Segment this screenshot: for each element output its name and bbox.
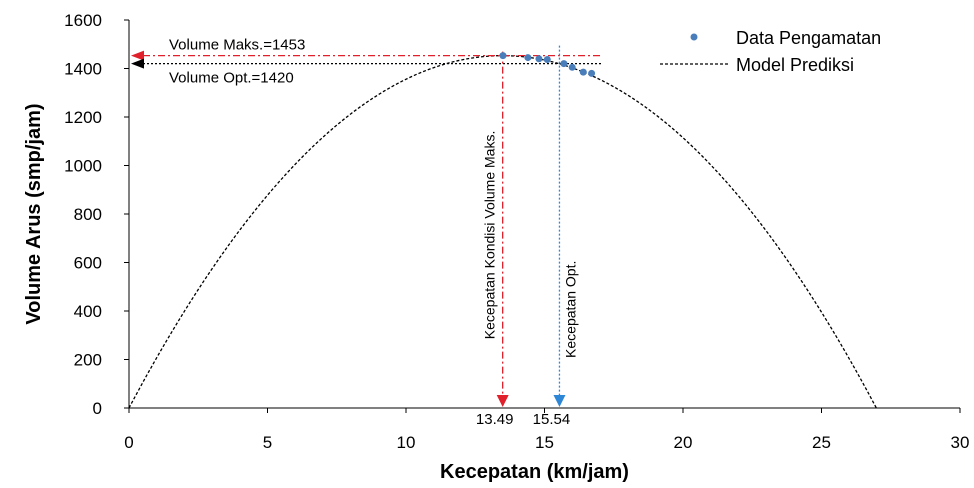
x-tick-label: 15 xyxy=(535,433,554,452)
data-point xyxy=(588,69,596,77)
data-point xyxy=(568,63,576,71)
data-point xyxy=(499,52,507,60)
speed-max-tick-label: 13.49 xyxy=(476,411,514,428)
y-tick-label: 1600 xyxy=(64,11,102,30)
data-points xyxy=(499,52,596,77)
data-point xyxy=(560,60,568,68)
volume-opt-label: Volume Opt.=1420 xyxy=(169,70,294,87)
y-axis-title: Volume Arus (smp/jam) xyxy=(23,103,45,324)
y-tick-label: 200 xyxy=(74,351,102,370)
y-tick-label: 400 xyxy=(74,302,102,321)
legend-label-model-prediksi: Model Prediksi xyxy=(736,55,854,75)
volume-max-arrow xyxy=(131,50,144,61)
speed-opt-tick-label: 15.54 xyxy=(533,411,571,428)
x-ticks: 0 5 10 15 20 25 30 xyxy=(124,408,969,452)
y-tick-label: 0 xyxy=(93,399,102,418)
x-tick-label: 30 xyxy=(951,433,970,452)
y-tick-label: 1400 xyxy=(64,60,102,79)
data-point xyxy=(535,55,543,63)
x-axis-title: Kecepatan (km/jam) xyxy=(440,461,629,483)
volume-opt-arrow xyxy=(131,58,144,69)
data-point xyxy=(543,56,551,64)
y-tick-label: 1000 xyxy=(64,157,102,176)
data-point xyxy=(579,68,587,76)
x-tick-label: 25 xyxy=(812,433,831,452)
x-tick-label: 10 xyxy=(397,433,416,452)
y-tick-label: 1200 xyxy=(64,108,102,127)
legend: Data Pengamatan Model Prediksi xyxy=(660,28,881,75)
speed-opt-label: Kecepatan Opt. xyxy=(562,261,578,358)
guide-lines xyxy=(131,45,603,407)
y-tick-label: 800 xyxy=(74,205,102,224)
speed-max-label: Kecepatan Kondisi Volume Maks. xyxy=(482,131,498,340)
y-ticks: 0 200 400 600 800 1000 1200 1400 1600 xyxy=(64,11,129,418)
x-tick-label: 5 xyxy=(263,433,272,452)
data-point xyxy=(524,54,532,62)
y-tick-label: 600 xyxy=(74,254,102,273)
volume-max-label: Volume Maks.=1453 xyxy=(169,37,305,54)
legend-label-data-pengamatan: Data Pengamatan xyxy=(736,28,881,48)
legend-marker-data-pengamatan xyxy=(690,33,698,41)
x-tick-label: 20 xyxy=(674,433,693,452)
speed-max-arrow xyxy=(496,395,509,407)
x-tick-label: 0 xyxy=(124,433,133,452)
speed-opt-arrow xyxy=(553,395,566,407)
